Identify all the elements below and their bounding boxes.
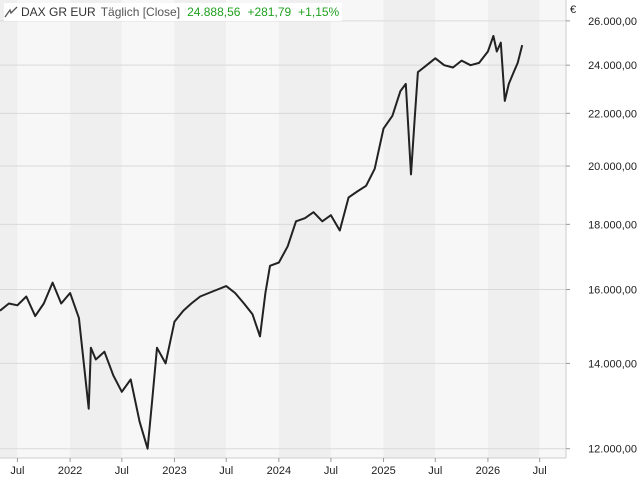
currency-label: € [570, 4, 577, 16]
instrument-name: DAX GR EUR [21, 5, 96, 19]
y-tick-label: 20.000,00 [588, 161, 637, 173]
x-tick-label: 2022 [58, 465, 82, 477]
x-tick-label: Jul [10, 465, 24, 477]
time-band [435, 0, 488, 458]
line-chart-icon [4, 6, 18, 18]
x-tick-label: 2024 [267, 465, 291, 477]
y-tick-label: 22.000,00 [588, 108, 637, 120]
x-tick-label: Jul [115, 465, 129, 477]
time-band [487, 0, 540, 458]
x-axis-ticks: Jul 2022 Jul 2023 Jul 2024 Jul 2025 Jul 2026 Jul [10, 458, 547, 477]
x-tick-label: Jul [324, 465, 338, 477]
x-tick-label: Jul [219, 465, 233, 477]
time-band [383, 0, 436, 458]
absolute-change: +281,79 [247, 5, 292, 19]
x-tick-label: 2025 [371, 465, 395, 477]
time-band [0, 0, 18, 458]
time-band [174, 0, 227, 458]
time-band [121, 0, 175, 458]
y-axis-ticks: 12.000,00 14.000,00 16.000,00 18.000,00 20.0… [566, 16, 637, 456]
y-tick-label: 24.000,00 [588, 60, 637, 72]
time-band [226, 0, 279, 458]
x-tick-label: 2023 [162, 465, 186, 477]
time-band [70, 0, 122, 458]
time-band [278, 0, 331, 458]
y-tick-label: 14.000,00 [588, 358, 637, 370]
y-tick-label: 18.000,00 [588, 219, 637, 231]
dax-price-line [0, 35, 524, 450]
time-band [17, 0, 71, 458]
x-tick-label: 2026 [476, 465, 500, 477]
y-tick-label: 26.000,00 [588, 16, 637, 28]
x-tick-label: Jul [428, 465, 442, 477]
chart-header: DAX GR EUR Täglich [Close] 24.888,56 +28… [4, 3, 343, 21]
time-bands [0, 0, 566, 458]
interval-label: Täglich [Close] [100, 5, 181, 19]
percent-change: +1,15% [298, 5, 340, 19]
x-tick-label: Jul [533, 465, 547, 477]
last-price: 24.888,56 [187, 5, 241, 19]
time-band [539, 0, 566, 458]
y-tick-label: 12.000,00 [588, 444, 637, 456]
y-tick-label: 16.000,00 [588, 285, 637, 297]
